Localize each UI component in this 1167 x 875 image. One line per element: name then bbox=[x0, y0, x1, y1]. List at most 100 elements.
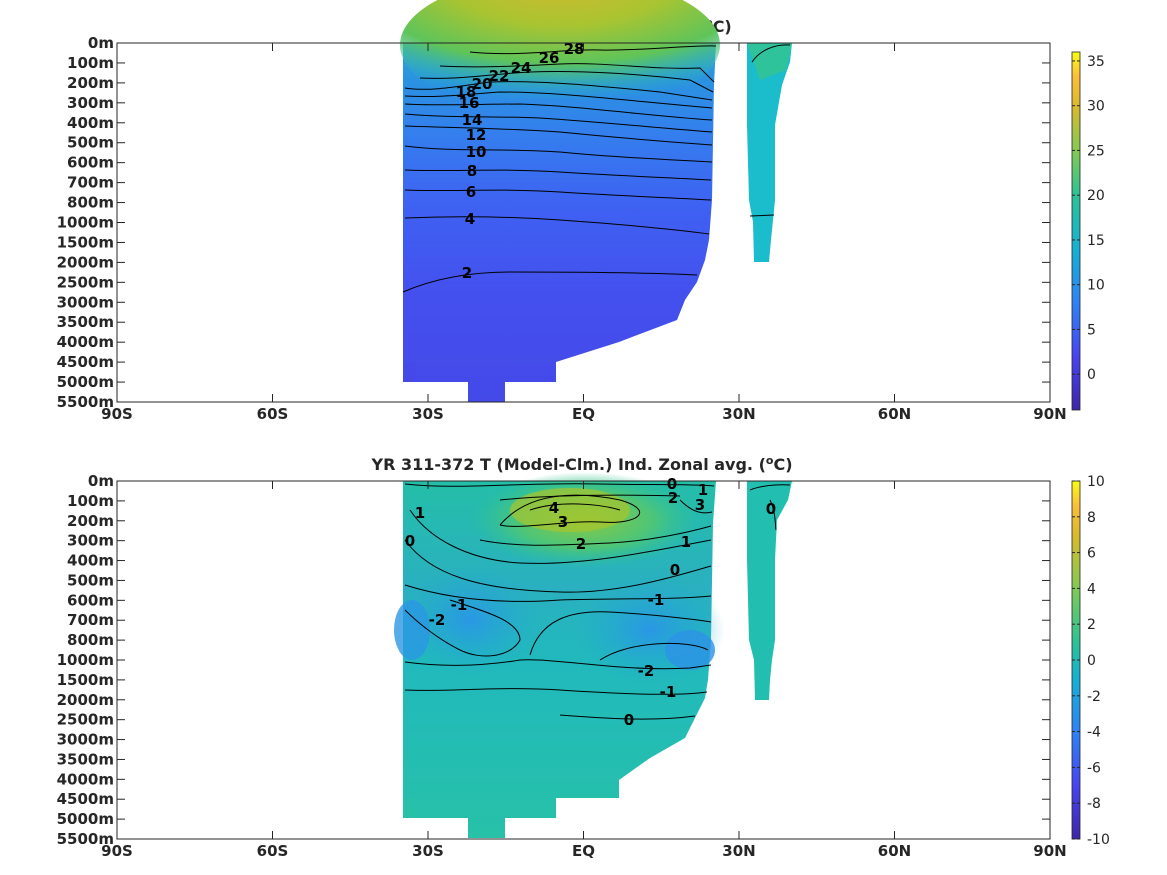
y-tick-label: 5000m bbox=[57, 810, 114, 828]
x-tick-label: 60N bbox=[878, 405, 911, 423]
data-field: 0 2 1 3 4 3 2 1 0 1 0 -1 -2 -1 -2 -1 0 0 bbox=[394, 472, 792, 838]
y-tick-label: 3500m bbox=[57, 313, 114, 331]
x-tick-label: 90N bbox=[1033, 842, 1066, 860]
y-tick-label: 3000m bbox=[57, 731, 114, 749]
y-tick-label: 200m bbox=[67, 74, 114, 92]
colorbar-tick-label: 8 bbox=[1087, 510, 1096, 526]
contour-label: 2 bbox=[668, 489, 678, 507]
x-tick-label: 60S bbox=[257, 405, 289, 423]
x-axis-labels: 90S 60S 30S EQ 30N 60N 90N bbox=[101, 842, 1067, 860]
contour-label: -2 bbox=[429, 611, 446, 629]
y-tick-label: 2000m bbox=[57, 253, 114, 271]
top-panel: YR 311-372 T Ind. Zonal avg. (oC) bbox=[57, 0, 1105, 423]
colorbar-tick-label: 6 bbox=[1087, 546, 1096, 562]
x-tick-label: 30S bbox=[412, 842, 444, 860]
contour-label: 1 bbox=[698, 481, 708, 499]
contour-label: 8 bbox=[467, 162, 477, 180]
y-tick-label: 4000m bbox=[57, 770, 114, 788]
y-tick-label: 2500m bbox=[57, 711, 114, 729]
y-tick-label: 300m bbox=[67, 532, 114, 550]
contour-label: 24 bbox=[511, 59, 532, 77]
y-tick-label: 0m bbox=[88, 472, 114, 490]
y-tick-label: 1500m bbox=[57, 233, 114, 251]
contour-label: 2 bbox=[462, 264, 472, 282]
y-tick-label: 800m bbox=[67, 194, 114, 212]
x-tick-label: 30S bbox=[412, 405, 444, 423]
y-tick-label: 1000m bbox=[57, 214, 114, 232]
contour-label: 20 bbox=[472, 75, 493, 93]
y-tick-label: 300m bbox=[67, 94, 114, 112]
y-axis-labels: 0m 100m 200m 300m 400m 500m 600m 700m 800m 1000m1… bbox=[57, 34, 114, 411]
colorbar-tick-label: 10 bbox=[1087, 278, 1105, 294]
y-tick-label: 4000m bbox=[57, 333, 114, 351]
y-axis-labels: 0m100m200m300m400m500m600m700m800m1000m1… bbox=[57, 472, 114, 848]
contour-label: -1 bbox=[648, 591, 665, 609]
y-tick-label: 500m bbox=[67, 134, 114, 152]
colorbar-tick-label: -4 bbox=[1087, 725, 1101, 741]
colorbar-tick-label: 5 bbox=[1087, 322, 1096, 338]
x-tick-label: 30N bbox=[722, 405, 755, 423]
chart-title: YR 311-372 T (Model-Clm.) Ind. Zonal avg… bbox=[370, 454, 792, 474]
y-tick-label: 2500m bbox=[57, 273, 114, 291]
colorbar-ticks: 10 8 6 4 2 0 -2 -4 -6 -8 -10 bbox=[1072, 474, 1110, 848]
colorbar-tick-label: -10 bbox=[1087, 832, 1110, 848]
contour-label: -1 bbox=[451, 596, 468, 614]
y-tick-label: 100m bbox=[67, 492, 114, 510]
colorbar-tick-label: -8 bbox=[1087, 796, 1101, 812]
y-tick-label: 4500m bbox=[57, 790, 114, 808]
x-tick-label: 90S bbox=[101, 405, 133, 423]
bottom-panel: YR 311-372 T (Model-Clm.) Ind. Zonal avg… bbox=[57, 454, 1110, 860]
y-tick-label: 600m bbox=[67, 591, 114, 609]
x-tick-label: 30N bbox=[722, 842, 755, 860]
axis-ticks bbox=[116, 480, 1051, 840]
y-tick-label: 0m bbox=[88, 34, 114, 52]
contour-label: 3 bbox=[558, 513, 568, 531]
colorbar-tick-label: 35 bbox=[1087, 54, 1105, 70]
contour-label: 12 bbox=[466, 126, 487, 144]
data-field: 28 26 24 22 20 18 16 14 12 10 8 6 4 2 bbox=[400, 0, 792, 402]
colorbar-tick-label: 0 bbox=[1087, 367, 1096, 383]
y-tick-label: 100m bbox=[67, 54, 114, 72]
y-tick-label: 5500m bbox=[57, 393, 114, 411]
x-tick-label: 90S bbox=[101, 842, 133, 860]
y-tick-label: 500m bbox=[67, 571, 114, 589]
y-tick-label: 5500m bbox=[57, 830, 114, 848]
contour-label: 14 bbox=[462, 111, 483, 129]
contour-label: 4 bbox=[549, 499, 559, 517]
y-tick-label: 700m bbox=[67, 174, 114, 192]
contour-label: 1 bbox=[415, 504, 425, 522]
contour-label: 10 bbox=[466, 143, 487, 161]
contour-label: 26 bbox=[539, 49, 560, 67]
colorbar-tick-label: 20 bbox=[1087, 188, 1105, 204]
contour-label: -2 bbox=[638, 662, 655, 680]
axis-ticks bbox=[116, 42, 1051, 403]
colorbar-tick-label: 15 bbox=[1087, 233, 1105, 249]
contour-label: 22 bbox=[489, 67, 510, 85]
contour-label: 16 bbox=[459, 94, 480, 112]
y-tick-label: 2000m bbox=[57, 691, 114, 709]
x-tick-label: 90N bbox=[1033, 405, 1066, 423]
contour-label: -1 bbox=[660, 683, 677, 701]
y-tick-label: 600m bbox=[67, 154, 114, 172]
contour-label: 2 bbox=[576, 535, 586, 553]
x-tick-label: 60S bbox=[257, 842, 289, 860]
contour-label: 1 bbox=[681, 533, 691, 551]
colorbar-tick-label: -2 bbox=[1087, 689, 1101, 705]
contour-label: 18 bbox=[456, 83, 477, 101]
colorbar-tick-label: 4 bbox=[1087, 581, 1096, 597]
colorbar-tick-label: 2 bbox=[1087, 617, 1096, 633]
x-tick-label: EQ bbox=[572, 405, 595, 423]
colorbar-tick-label: 0 bbox=[1087, 653, 1096, 669]
x-tick-label: 60N bbox=[878, 842, 911, 860]
y-tick-label: 800m bbox=[67, 631, 114, 649]
y-tick-label: 3000m bbox=[57, 293, 114, 311]
y-tick-label: 700m bbox=[67, 611, 114, 629]
colorbar-ticks: 35 30 25 20 15 10 5 0 bbox=[1072, 54, 1105, 383]
colorbar-tick-label: 10 bbox=[1087, 474, 1105, 490]
colorbar-tick-label: 25 bbox=[1087, 143, 1105, 159]
y-tick-label: 200m bbox=[67, 512, 114, 530]
contour-label: 28 bbox=[564, 40, 585, 58]
y-tick-label: 400m bbox=[67, 114, 114, 132]
contour-label: 6 bbox=[466, 183, 476, 201]
contour-label: 3 bbox=[695, 496, 705, 514]
